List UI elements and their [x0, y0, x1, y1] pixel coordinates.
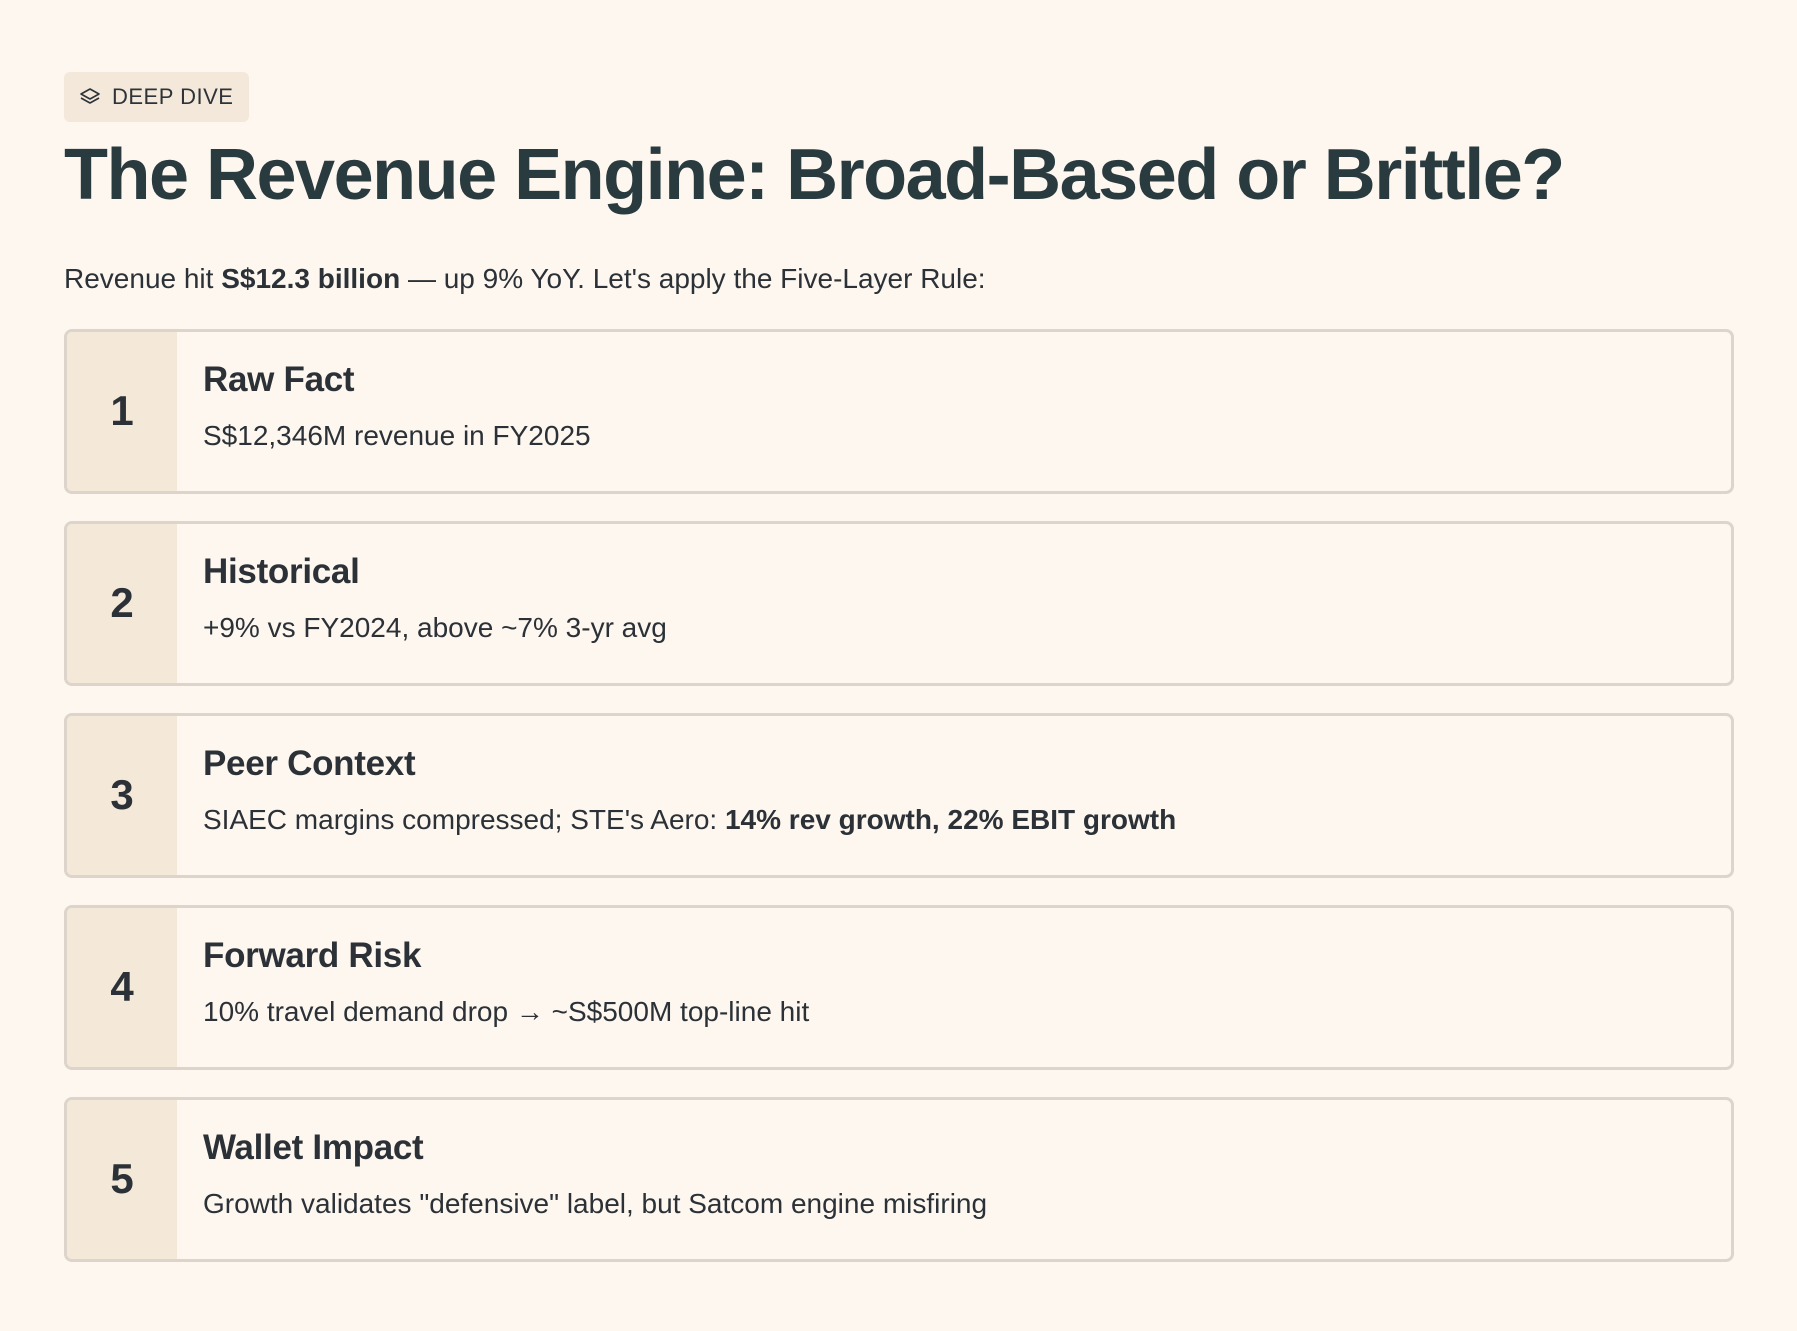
layer-card-raw-fact: 1 Raw Fact S$12,346M revenue in FY2025 — [64, 328, 1734, 494]
layer-body: Raw Fact S$12,346M revenue in FY2025 — [177, 332, 591, 491]
layer-desc-text: Growth validates "defensive" label, but … — [203, 1187, 988, 1219]
layer-description: S$12,346M revenue in FY2025 — [203, 418, 591, 454]
layer-number: 5 — [67, 1099, 177, 1259]
layer-description: SIAEC margins compressed; STE's Aero: 14… — [203, 802, 1176, 838]
page-title: The Revenue Engine: Broad-Based or Britt… — [64, 135, 1565, 215]
layer-body: Forward Risk 10% travel demand drop → ~S… — [177, 908, 809, 1067]
intro-text: Revenue hit S$12.3 billion — up 9% YoY. … — [64, 261, 1734, 297]
intro-highlight: S$12.3 billion — [221, 263, 401, 295]
five-layer-list: 1 Raw Fact S$12,346M revenue in FY2025 2… — [64, 328, 1734, 1262]
layer-body: Peer Context SIAEC margins compressed; S… — [177, 716, 1176, 875]
layers-icon — [78, 85, 102, 109]
layer-body: Historical +9% vs FY2024, above ~7% 3-yr… — [177, 524, 667, 683]
layer-title: Wallet Impact — [203, 1127, 424, 1167]
layer-number: 1 — [67, 331, 177, 491]
layer-title: Raw Fact — [203, 359, 355, 399]
layer-card-forward-risk: 4 Forward Risk 10% travel demand drop → … — [64, 904, 1734, 1070]
layer-title: Historical — [203, 551, 360, 591]
layer-body: Wallet Impact Growth validates "defensiv… — [177, 1100, 987, 1259]
layer-description: Growth validates "defensive" label, but … — [203, 1186, 987, 1222]
layer-desc-text: +9% vs FY2024, above ~7% 3-yr avg — [203, 611, 667, 643]
layer-number: 4 — [67, 907, 177, 1067]
layer-desc-text: 10% travel demand drop → ~S$500M top-lin… — [203, 995, 810, 1027]
badge-label: DEEP DIVE — [112, 84, 234, 109]
intro-suffix: — up 9% YoY. Let's apply the Five-Layer … — [400, 263, 986, 295]
intro-prefix: Revenue hit — [64, 263, 222, 295]
layer-desc-highlight: 14% rev growth, 22% EBIT growth — [724, 803, 1177, 835]
layer-title: Peer Context — [203, 743, 416, 783]
layer-card-historical: 2 Historical +9% vs FY2024, above ~7% 3-… — [64, 520, 1734, 686]
layer-title: Forward Risk — [203, 935, 422, 975]
deep-dive-badge: DEEP DIVE — [64, 72, 250, 122]
layer-number: 2 — [67, 523, 177, 683]
layer-description: 10% travel demand drop → ~S$500M top-lin… — [203, 994, 809, 1030]
layer-desc-text: SIAEC margins compressed; STE's Aero: — [203, 803, 725, 835]
layer-card-wallet-impact: 5 Wallet Impact Growth validates "defens… — [64, 1096, 1734, 1262]
deep-dive-page: DEEP DIVE The Revenue Engine: Broad-Base… — [64, 72, 1734, 1262]
layer-number: 3 — [67, 715, 177, 875]
layer-card-peer-context: 3 Peer Context SIAEC margins compressed;… — [64, 712, 1734, 878]
layer-description: +9% vs FY2024, above ~7% 3-yr avg — [203, 610, 667, 646]
layer-desc-text: S$12,346M revenue in FY2025 — [203, 419, 591, 451]
